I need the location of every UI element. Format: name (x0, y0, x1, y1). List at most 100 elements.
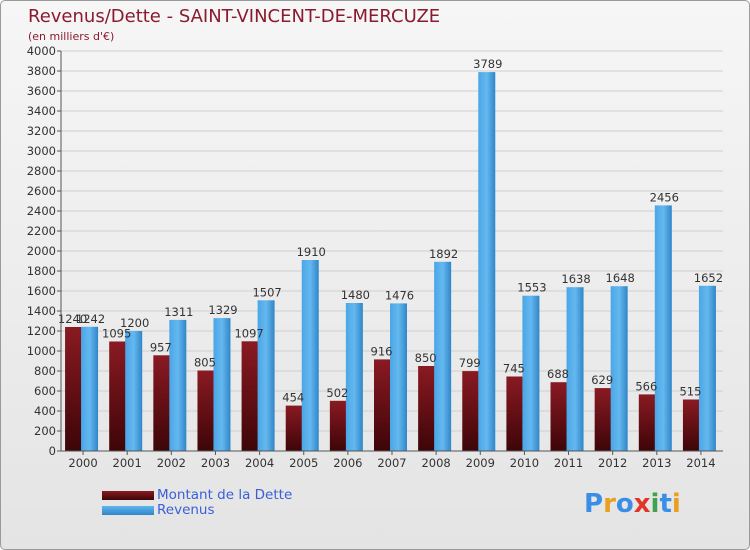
bar-dette-2013 (638, 394, 656, 451)
y-tick-label: 1000 (27, 344, 56, 358)
value-label-dette-2002: 957 (150, 340, 172, 354)
x-tick-label-2007: 2007 (377, 456, 406, 470)
logo-letter: x (633, 489, 651, 519)
value-label-dette-2009: 799 (459, 356, 481, 370)
legend-label-dette: Montant de la Dette (157, 487, 293, 503)
logo-letter: P (584, 489, 604, 519)
y-tick-label: 1200 (27, 324, 56, 338)
bar-dette-2000 (65, 327, 83, 451)
y-tick-label: 400 (34, 404, 56, 418)
value-label-dette-2014: 515 (679, 385, 701, 399)
bar-revenus-2012 (610, 286, 628, 451)
logo-letter: i (650, 489, 660, 519)
x-tick-label-2004: 2004 (245, 456, 274, 470)
logo-letter: t (659, 489, 672, 519)
value-label-dette-2008: 850 (415, 351, 437, 365)
y-tick-label: 2800 (27, 164, 56, 178)
x-tick-label-2013: 2013 (642, 456, 671, 470)
bar-dette-2002 (153, 355, 171, 451)
y-axis-ticks: 0 200 400 600 800 1000 1200 1400 1600 1800 2000 220… (27, 44, 61, 458)
value-label-dette-2013: 566 (635, 379, 657, 393)
bar-dette-2005 (285, 405, 303, 451)
x-tick-label-2008: 2008 (421, 456, 450, 470)
value-label-dette-2006: 502 (326, 386, 348, 400)
bar-revenus-2003 (213, 318, 231, 451)
y-tick-label: 200 (34, 424, 56, 438)
value-label-dette-2007: 916 (371, 344, 393, 358)
value-label-revenus-2012: 1648 (606, 271, 635, 285)
legend-swatch-dette (102, 491, 154, 500)
proxiti-logo: Proxiti (584, 489, 681, 519)
x-tick-label-2002: 2002 (157, 456, 186, 470)
bar-dette-2001 (109, 341, 127, 451)
chart-title: Revenus/Dette - SAINT-VINCENT-DE-MERCUZE (28, 6, 441, 27)
bar-dette-2010 (506, 376, 524, 451)
y-tick-label: 1400 (27, 304, 56, 318)
bar-dette-2014 (682, 399, 700, 451)
y-tick-label: 800 (34, 364, 56, 378)
bar-revenus-2011 (566, 287, 584, 451)
value-label-revenus-2006: 1480 (341, 288, 370, 302)
legend-swatch-revenus (102, 506, 154, 515)
y-tick-label: 3200 (27, 124, 56, 138)
logo-letter: i (671, 489, 681, 519)
bar-dette-2011 (550, 382, 568, 451)
value-label-revenus-2000: 1242 (76, 312, 105, 326)
legend-label-revenus: Revenus (157, 502, 215, 518)
value-label-revenus-2007: 1476 (385, 288, 414, 302)
value-label-dette-2012: 629 (591, 373, 613, 387)
bar-dette-2006 (329, 400, 347, 451)
x-tick-label-2001: 2001 (113, 456, 142, 470)
value-label-revenus-2005: 1910 (297, 245, 326, 259)
value-label-revenus-2009: 3789 (473, 57, 502, 71)
y-tick-label: 3600 (27, 84, 56, 98)
y-tick-label: 4000 (27, 44, 56, 58)
y-tick-label: 2600 (27, 184, 56, 198)
bar-revenus-2008 (434, 261, 452, 451)
value-label-revenus-2008: 1892 (429, 247, 458, 261)
bar-dette-2009 (462, 371, 480, 451)
value-label-dette-2011: 688 (547, 367, 569, 381)
logo-letter: o (615, 489, 634, 519)
y-tick-label: 1600 (27, 284, 56, 298)
x-tick-label-2003: 2003 (201, 456, 230, 470)
bar-revenus-2006 (345, 303, 363, 451)
bars (65, 72, 716, 451)
bar-revenus-2005 (301, 260, 319, 451)
bar-dette-2003 (197, 370, 215, 451)
bar-revenus-2014 (698, 285, 716, 451)
y-tick-label: 2000 (27, 244, 56, 258)
y-tick-label: 2400 (27, 204, 56, 218)
logo-letter: r (603, 489, 616, 519)
bar-dette-2007 (374, 359, 391, 451)
value-label-dette-2000: 1240 (58, 312, 87, 326)
y-tick-label: 3000 (27, 144, 56, 158)
x-tick-label-2006: 2006 (333, 456, 362, 470)
value-label-dette-2004: 1097 (234, 326, 263, 340)
value-label-revenus-2011: 1638 (561, 272, 590, 286)
bar-revenus-2010 (522, 295, 540, 451)
x-axis-ticks: 2000 2001 2002 2003 2004 2005 2006 2007 2008 2009… (68, 451, 716, 470)
bar-revenus-2009 (478, 72, 496, 451)
bar-revenus-2007 (390, 303, 407, 451)
x-tick-label-2010: 2010 (510, 456, 539, 470)
value-label-revenus-2002: 1311 (164, 305, 193, 319)
x-tick-label-2000: 2000 (68, 456, 97, 470)
bar-revenus-2013 (654, 205, 672, 451)
y-tick-label: 1800 (27, 264, 56, 278)
value-label-revenus-2001: 1200 (120, 316, 149, 330)
x-tick-label-2014: 2014 (686, 456, 715, 470)
bar-revenus-2001 (125, 331, 143, 451)
y-tick-label: 2200 (27, 224, 56, 238)
x-tick-label-2005: 2005 (289, 456, 318, 470)
y-tick-label: 600 (34, 384, 56, 398)
value-label-dette-2003: 805 (194, 356, 216, 370)
bar-dette-2012 (594, 388, 612, 451)
y-tick-label: 3400 (27, 104, 56, 118)
value-label-dette-2005: 454 (282, 391, 304, 405)
y-tick-label: 3800 (27, 64, 56, 78)
bar-revenus-2002 (169, 319, 187, 451)
x-tick-label-2012: 2012 (598, 456, 627, 470)
